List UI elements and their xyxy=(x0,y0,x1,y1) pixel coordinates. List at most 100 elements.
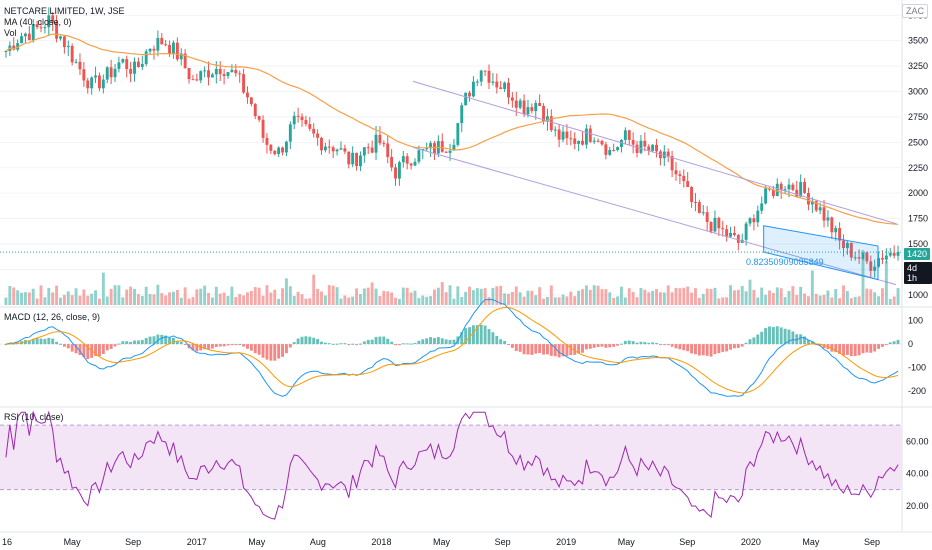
macd-histogram-bar xyxy=(378,336,382,345)
volume-bar xyxy=(448,285,452,305)
macd-histogram-bar xyxy=(658,344,662,346)
candle-body xyxy=(4,51,8,53)
candle-body xyxy=(261,119,265,138)
candle-body xyxy=(561,131,565,140)
macd-histogram-bar xyxy=(207,344,210,350)
macd-histogram-bar xyxy=(417,340,421,345)
macd-histogram-bar xyxy=(818,344,822,346)
price-tick-label: 2000 xyxy=(908,188,928,198)
ma-legend: MA (40, close, 0) xyxy=(4,17,72,27)
volume-bar xyxy=(732,290,736,305)
volume-bar xyxy=(351,296,355,305)
candle-body xyxy=(596,140,600,142)
candle-body xyxy=(444,151,448,153)
price-tick-label: 1000 xyxy=(908,290,928,300)
channel-value-label: 0.82350909085849 xyxy=(746,257,824,267)
macd-histogram-bar xyxy=(526,344,530,355)
volume-bar xyxy=(584,285,588,305)
volume-bar xyxy=(390,292,394,305)
macd-histogram-bar xyxy=(440,338,444,345)
currency-badge[interactable]: ZAC xyxy=(902,4,928,18)
candle-body xyxy=(253,104,257,117)
candle-body xyxy=(616,147,620,151)
candle-body xyxy=(779,183,783,191)
candle-body xyxy=(308,124,312,129)
time-tick-label: 2017 xyxy=(187,537,207,547)
volume-bar xyxy=(374,288,378,305)
volume-bar xyxy=(818,295,822,305)
candle-body xyxy=(23,33,27,37)
volume-bar xyxy=(538,287,542,305)
candle-body xyxy=(195,79,199,81)
volume-bar xyxy=(674,287,678,305)
volume-bar xyxy=(148,294,152,305)
macd-histogram-bar xyxy=(561,344,565,357)
volume-bar xyxy=(510,291,514,305)
candle-body xyxy=(620,139,623,148)
candle-body xyxy=(588,128,592,142)
candle-body xyxy=(246,92,249,98)
candle-body xyxy=(101,79,105,89)
time-tick-label: May xyxy=(618,537,636,547)
macd-histogram-bar xyxy=(421,339,425,345)
candle-body xyxy=(179,53,183,60)
candle-body xyxy=(394,167,397,179)
volume-bar xyxy=(55,285,59,305)
candle-body xyxy=(129,69,133,74)
volume-bar xyxy=(596,285,600,305)
macd-histogram-bar xyxy=(717,344,721,354)
volume-bar xyxy=(814,293,818,305)
volume-bar xyxy=(612,297,616,305)
candle-body xyxy=(857,257,861,259)
candle-body xyxy=(281,147,284,153)
volume-bar xyxy=(522,296,526,305)
macd-histogram-bar xyxy=(771,327,775,345)
volume-bar xyxy=(518,292,522,305)
macd-tick-label: -100 xyxy=(908,363,926,373)
volume-bar xyxy=(156,284,160,305)
volume-bar xyxy=(273,289,277,305)
candle-body xyxy=(822,207,826,221)
candle-body xyxy=(55,22,59,39)
candle-body xyxy=(803,182,807,193)
macd-histogram-bar xyxy=(581,344,584,353)
candle-body xyxy=(292,115,296,125)
volume-bar xyxy=(284,278,288,305)
candle-body xyxy=(666,151,670,157)
volume-bar xyxy=(94,290,97,305)
countdown-tag: 4d 1h xyxy=(904,262,932,284)
macd-histogram-bar xyxy=(152,336,156,345)
candle-body xyxy=(826,217,830,221)
price-legend: NETCARE LIMITED, 1W, JSE MA (40, close, … xyxy=(4,6,125,39)
candle-body xyxy=(729,232,732,237)
macd-histogram-bar xyxy=(495,335,499,345)
volume-bar xyxy=(39,285,43,305)
candle-body xyxy=(538,102,542,107)
volume-bar xyxy=(736,289,740,305)
macd-histogram-bar xyxy=(729,344,732,350)
macd-histogram-bar xyxy=(518,344,522,352)
candle-body xyxy=(273,150,277,155)
macd-histogram-bar xyxy=(62,344,66,347)
volume-bar xyxy=(744,291,748,305)
macd-histogram-bar xyxy=(577,344,581,354)
volume-bar xyxy=(117,285,121,305)
candle-body xyxy=(584,128,588,145)
macd-histogram-bar xyxy=(214,344,218,347)
candle-body xyxy=(86,80,90,89)
volume-bar xyxy=(495,286,499,305)
volume-bar xyxy=(331,285,335,305)
candle-body xyxy=(351,152,355,165)
macd-histogram-bar xyxy=(686,344,690,352)
candle-body xyxy=(140,63,144,67)
volume-bar xyxy=(323,295,327,305)
volume-bar xyxy=(499,285,503,305)
candle-body xyxy=(545,116,549,122)
candle-body xyxy=(499,87,503,89)
macd-histogram-bar xyxy=(499,339,503,345)
volume-bar xyxy=(670,292,674,305)
volume-bar xyxy=(588,289,592,305)
macd-histogram-bar xyxy=(257,344,261,355)
candle-body xyxy=(896,252,900,256)
